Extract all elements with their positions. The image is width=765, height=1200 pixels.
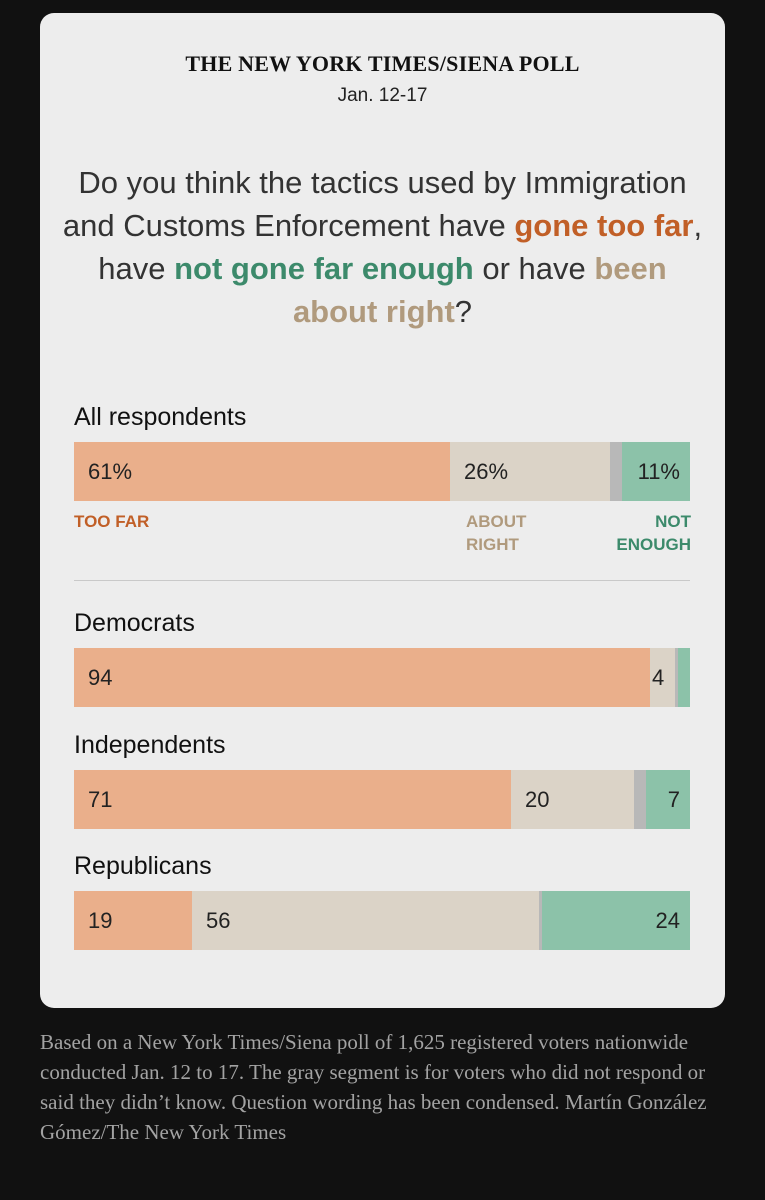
data-label-too-far: 61% (88, 459, 133, 484)
bar-segment-no-answer (539, 891, 542, 950)
bar-segment-too-far: 19 (74, 891, 192, 950)
data-label-not-enough: 11% (637, 459, 680, 484)
bar-segment-not-enough: 7 (646, 770, 690, 829)
data-label-not-enough: 7 (667, 787, 680, 812)
poll-question: Do you think the tactics used by Immigra… (60, 161, 705, 333)
question-about-right: been about right (292, 251, 667, 329)
poll-source: THE NEW YORK TIMES/SIENA POLL (185, 51, 580, 76)
bar-segment-about-right: 20 (511, 770, 634, 829)
legend-too-far: TOO FAR (74, 512, 150, 531)
bar-democrats: 94 4 (74, 648, 690, 707)
group-label-republicans: Republicans (74, 852, 212, 880)
bar-segment-too-far: 61% (74, 442, 450, 501)
data-label-too-far: 71 (88, 787, 113, 812)
bar-segment-no-answer (675, 648, 678, 707)
bar-segment-about-right: 4 (650, 648, 675, 707)
bar-segment-not-enough: 24 (542, 891, 690, 950)
bar-segment-about-right: 26% (450, 442, 610, 501)
question-text: , have (98, 208, 703, 286)
poll-card: THE NEW YORK TIMES/SIENA POLL Jan. 12-17… (40, 13, 725, 1008)
question-too-far: gone too far (514, 208, 694, 243)
question-text: or have (473, 251, 595, 286)
bar-all-respondents: 61% 26% 11% (74, 442, 690, 501)
group-label-democrats: Democrats (74, 609, 195, 637)
legend-about-right: ABOUT RIGHT (466, 512, 527, 554)
question-text: ? (454, 294, 473, 329)
bar-republicans: 19 56 24 (74, 891, 690, 950)
data-label-too-far: 19 (88, 908, 113, 933)
poll-date: Jan. 12-17 (337, 85, 428, 106)
bar-segment-no-answer (634, 770, 646, 829)
data-label-about-right: 26% (464, 459, 509, 484)
bar-segment-about-right: 56 (192, 891, 539, 950)
data-label-about-right: 56 (206, 908, 231, 933)
data-label-about-right: 4 (652, 665, 665, 690)
data-label-about-right: 20 (525, 787, 550, 812)
bar-segment-too-far: 94 (74, 648, 650, 707)
divider (74, 580, 690, 581)
group-label-independents: Independents (74, 731, 226, 759)
question-not-enough: not gone far enough (174, 251, 474, 286)
bar-segment-too-far: 71 (74, 770, 511, 829)
bar-independents: 71 20 7 (74, 770, 690, 829)
data-label-not-enough: 24 (655, 908, 680, 933)
footnote: Based on a New York Times/Siena poll of … (40, 1030, 707, 1144)
bar-segment-no-answer (610, 442, 622, 501)
bar-segment-not-enough: 11% (622, 442, 690, 501)
group-label-all: All respondents (74, 403, 247, 431)
legend-not-enough: NOT ENOUGH (616, 512, 691, 554)
data-label-too-far: 94 (88, 665, 113, 690)
bar-segment-not-enough (678, 648, 690, 707)
question-text: Do you think the tactics used by Immigra… (62, 165, 687, 243)
